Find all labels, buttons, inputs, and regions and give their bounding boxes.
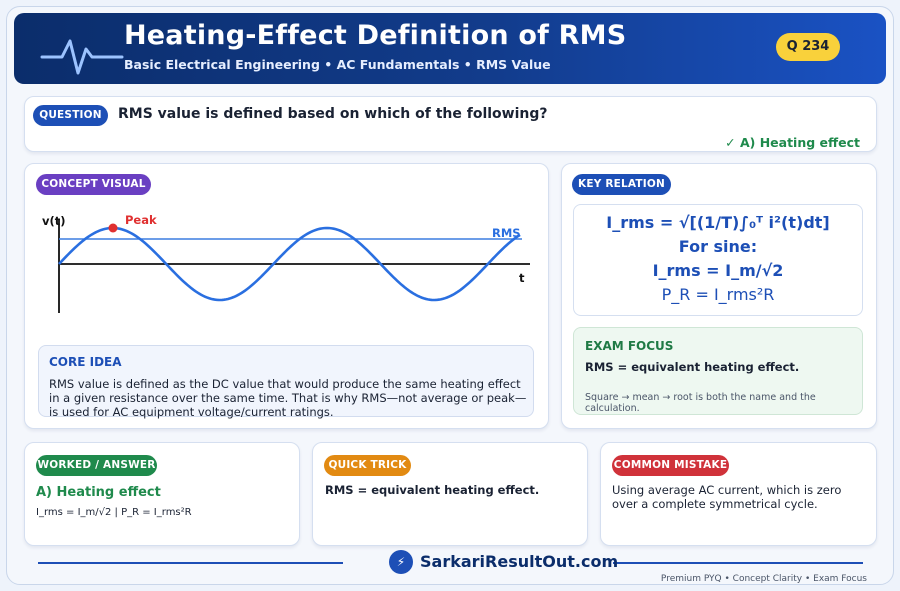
peak-label: Peak — [125, 213, 157, 227]
sine-wave — [58, 226, 521, 302]
question-text: RMS value is defined based on which of t… — [118, 106, 548, 122]
core-idea-title: CORE IDEA — [49, 355, 122, 369]
question-badge: QUESTION — [33, 105, 108, 126]
footer-tagline: Premium PYQ • Concept Clarity • Exam Foc… — [660, 574, 867, 584]
exam-focus-note: Square → mean → root is both the name an… — [585, 392, 816, 414]
footer-divider-left — [38, 562, 343, 564]
page-subtitle: Basic Electrical Engineering • AC Fundam… — [124, 57, 551, 72]
worked-answer-badge: WORKED / ANSWER — [36, 455, 157, 476]
sine-wave-chart: v(t) t Peak RMS — [42, 213, 530, 313]
page-title: Heating-Effect Definition of RMS — [124, 20, 627, 51]
concept-badge: CONCEPT VISUAL — [36, 174, 151, 195]
power-formula: P_R = I_rms²R — [661, 285, 775, 304]
formula-box: I_rms = √[(1/T)∫₀ᵀ i²(t)dt] For sine: I_… — [573, 204, 863, 316]
x-axis-label: t — [519, 271, 525, 285]
sine-rms-formula: I_rms = I_m/√2 — [652, 261, 784, 280]
key-relation-badge: KEY RELATION — [572, 174, 671, 195]
peak-marker — [108, 223, 118, 233]
rms-label: RMS — [492, 226, 521, 240]
brand-link[interactable]: SarkariResultOut.com — [420, 552, 619, 571]
quick-trick-badge: QUICK TRICK — [324, 455, 411, 476]
rms-formula: I_rms = √[(1/T)∫₀ᵀ i²(t)dt] — [606, 213, 830, 232]
sine-label: For sine: — [678, 237, 758, 256]
common-mistake-text: Using average AC current, which is zero … — [612, 483, 842, 511]
exam-focus-main: RMS = equivalent heating effect. — [585, 360, 800, 374]
quick-trick-text: RMS = equivalent heating effect. — [325, 483, 540, 497]
core-idea-text: RMS value is defined as the DC value tha… — [49, 377, 527, 419]
y-axis-label: v(t) — [42, 214, 66, 228]
core-idea-box: CORE IDEA RMS value is defined as the DC… — [38, 345, 534, 419]
question-answer: ✓ A) Heating effect — [725, 135, 860, 150]
exam-focus-box: EXAM FOCUS RMS = equivalent heating effe… — [573, 327, 863, 415]
worked-answer-detail: I_rms = I_m/√2 | P_R = I_rms²R — [36, 507, 192, 518]
header-banner: Heating-Effect Definition of RMS Basic E… — [14, 13, 886, 84]
exam-focus-title: EXAM FOCUS — [585, 339, 674, 353]
common-mistake-badge: COMMON MISTAKE — [612, 455, 729, 476]
worked-answer-text: A) Heating effect — [36, 485, 161, 500]
footer-divider-right — [613, 562, 863, 564]
waveform-icon — [40, 39, 124, 75]
bolt-icon: ⚡ — [389, 550, 413, 574]
question-card — [24, 96, 877, 152]
question-number-badge: Q 234 — [776, 33, 840, 61]
